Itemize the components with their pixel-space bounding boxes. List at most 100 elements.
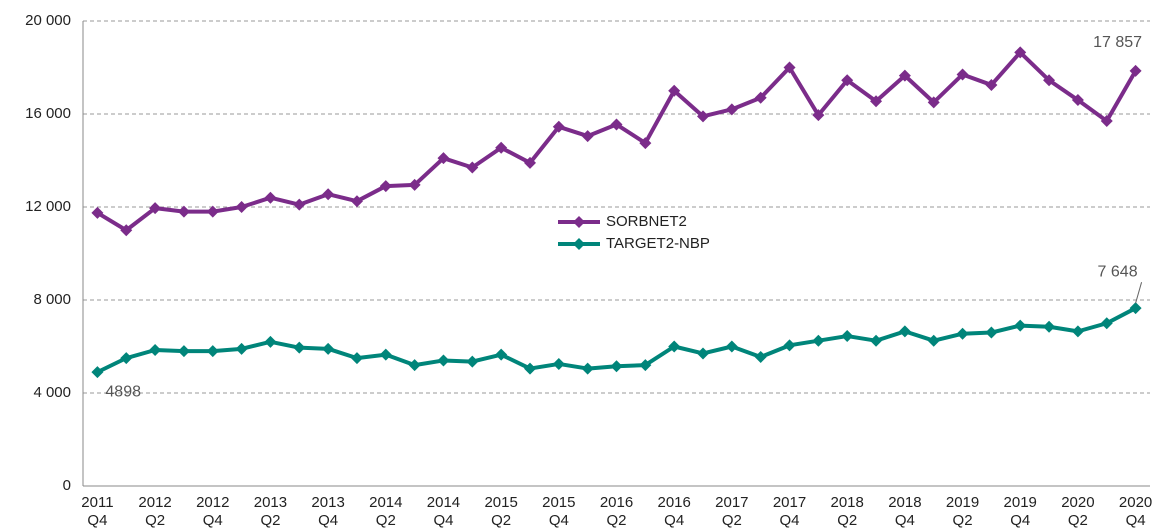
legend-label: TARGET2-NBP <box>606 235 710 252</box>
marker <box>322 188 335 201</box>
data-label: 4898 <box>105 383 141 400</box>
marker <box>523 362 536 375</box>
legend-label: SORBNET2 <box>606 213 687 230</box>
marker <box>581 130 594 143</box>
marker <box>812 109 825 122</box>
marker <box>437 354 450 367</box>
marker <box>235 201 248 213</box>
marker <box>1014 46 1027 59</box>
x-tick-label: 2013 Q2 <box>254 494 287 529</box>
marker <box>552 120 565 133</box>
marker <box>1071 325 1084 338</box>
marker <box>956 68 969 81</box>
marker <box>956 327 969 340</box>
marker <box>1100 317 1113 330</box>
marker <box>870 95 883 108</box>
marker <box>350 352 363 365</box>
marker <box>581 362 594 375</box>
x-tick-label: 2019 Q4 <box>1004 494 1037 529</box>
y-tick-label: 16 000 <box>25 105 71 122</box>
x-tick-label: 2013 Q4 <box>311 494 344 529</box>
marker <box>898 325 911 338</box>
x-tick-label: 2019 Q2 <box>946 494 979 529</box>
y-tick-label: 0 <box>63 477 71 494</box>
marker <box>149 343 162 356</box>
x-tick-label: 2016 Q2 <box>600 494 633 529</box>
marker <box>120 352 133 365</box>
marker <box>1014 319 1027 332</box>
marker <box>495 141 508 154</box>
marker <box>322 342 335 355</box>
marker <box>293 341 306 354</box>
x-tick-label: 2017 Q2 <box>715 494 748 529</box>
marker <box>1071 94 1084 107</box>
marker <box>985 78 998 91</box>
marker <box>639 137 652 150</box>
marker <box>697 110 710 123</box>
y-tick-label: 12 000 <box>25 198 71 215</box>
marker <box>754 350 767 363</box>
marker <box>264 191 277 204</box>
marker <box>841 330 854 343</box>
x-tick-label: 2012 Q4 <box>196 494 229 529</box>
data-label: 7 648 <box>1098 263 1138 280</box>
y-tick-label: 8 000 <box>33 291 71 308</box>
y-tick-label: 20 000 <box>25 12 71 29</box>
marker <box>466 355 479 368</box>
marker <box>1129 64 1142 77</box>
x-tick-label: 2012 Q2 <box>138 494 171 529</box>
x-tick-label: 2018 Q4 <box>888 494 921 529</box>
x-tick-label: 2014 Q4 <box>427 494 460 529</box>
marker <box>91 366 104 379</box>
marker <box>206 345 219 358</box>
marker <box>408 178 421 191</box>
leader-line <box>1135 282 1143 304</box>
y-tick-label: 4 000 <box>33 384 71 401</box>
marker <box>610 118 623 131</box>
x-tick-label: 2015 Q2 <box>484 494 517 529</box>
marker <box>668 84 681 97</box>
marker <box>927 334 940 347</box>
x-tick-label: 2020 Q4 <box>1119 494 1152 529</box>
marker <box>350 195 363 208</box>
legend-marker <box>573 238 585 250</box>
marker <box>379 348 392 361</box>
marker <box>177 205 190 218</box>
marker <box>149 202 162 215</box>
marker <box>1043 74 1056 87</box>
marker <box>639 359 652 372</box>
marker <box>783 61 796 74</box>
marker <box>177 345 190 358</box>
marker <box>697 347 710 360</box>
marker <box>379 180 392 193</box>
x-tick-label: 2011 Q4 <box>81 494 113 529</box>
x-tick-label: 2014 Q2 <box>369 494 402 529</box>
marker <box>495 348 508 361</box>
marker <box>437 152 450 165</box>
marker <box>610 360 623 373</box>
marker <box>120 224 133 237</box>
marker <box>235 342 248 355</box>
marker <box>466 161 479 174</box>
marker <box>841 74 854 87</box>
marker <box>91 206 104 219</box>
marker <box>812 334 825 347</box>
marker <box>725 340 738 353</box>
marker <box>870 334 883 347</box>
legend-marker <box>573 216 585 228</box>
marker <box>1043 320 1056 333</box>
x-tick-label: 2015 Q4 <box>542 494 575 529</box>
data-label: 17 857 <box>1093 34 1142 51</box>
x-tick-label: 2020 Q2 <box>1061 494 1094 529</box>
marker <box>523 156 536 169</box>
marker <box>985 326 998 339</box>
marker <box>206 205 219 218</box>
marker <box>408 359 421 372</box>
marker <box>927 96 940 109</box>
series-line <box>96 50 1138 233</box>
marker <box>293 198 306 211</box>
marker <box>1100 114 1113 127</box>
x-tick-label: 2017 Q4 <box>773 494 806 529</box>
x-tick-label: 2016 Q4 <box>657 494 690 529</box>
